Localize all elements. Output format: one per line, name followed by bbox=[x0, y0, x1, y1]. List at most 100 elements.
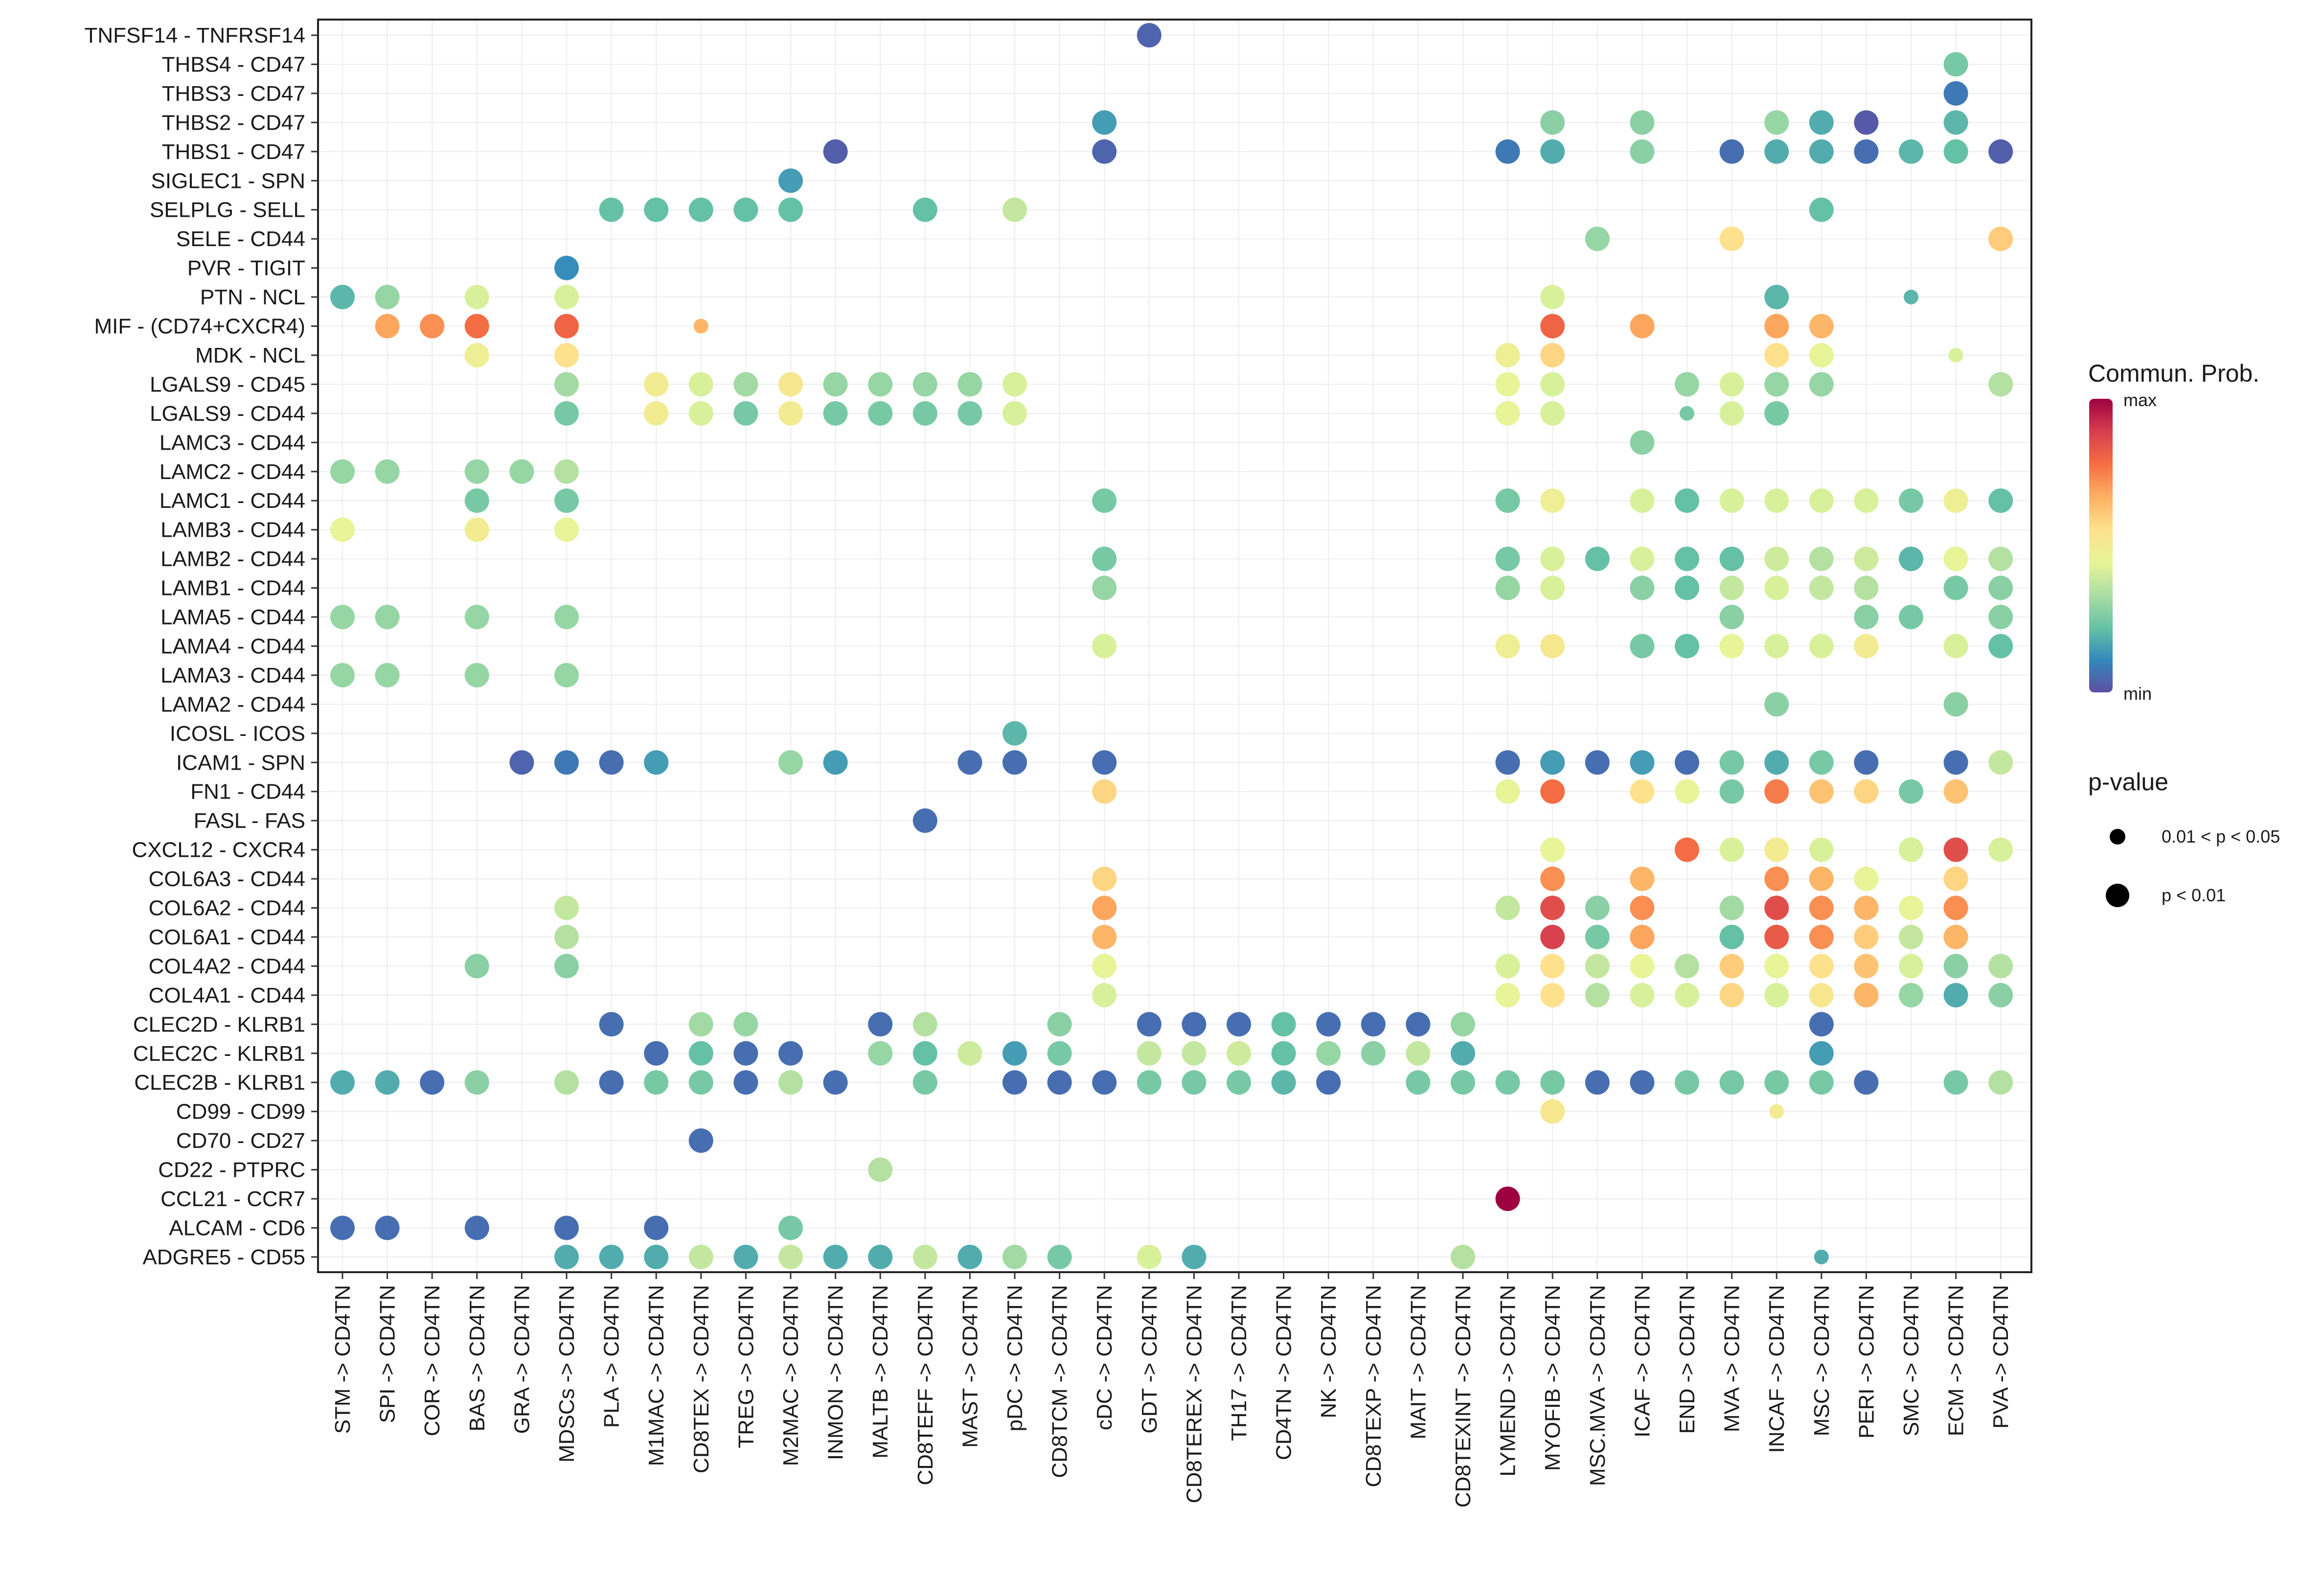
data-point bbox=[1988, 372, 2013, 397]
data-point bbox=[1719, 837, 1744, 862]
data-point bbox=[1540, 750, 1565, 775]
data-point bbox=[1764, 372, 1789, 397]
data-point bbox=[1809, 779, 1834, 804]
data-point bbox=[1988, 634, 2013, 659]
data-point bbox=[1899, 924, 1923, 949]
x-tick-label: INCAF -> CD4TN bbox=[1765, 1285, 1789, 1453]
data-point bbox=[1719, 750, 1744, 775]
y-tick-label: MIF - (CD74+CXCR4) bbox=[94, 315, 306, 339]
data-point bbox=[1943, 837, 1968, 862]
data-point bbox=[733, 1070, 758, 1095]
data-point bbox=[1540, 983, 1565, 1007]
data-point bbox=[1854, 924, 1879, 949]
data-point bbox=[464, 285, 489, 310]
data-point bbox=[599, 1012, 624, 1037]
data-point bbox=[688, 1128, 713, 1153]
data-point bbox=[1809, 343, 1834, 367]
y-tick-label: SIGLEC1 - SPN bbox=[151, 169, 305, 193]
data-point bbox=[1764, 779, 1789, 804]
data-point bbox=[330, 517, 355, 542]
data-point bbox=[1809, 547, 1834, 572]
data-point bbox=[1764, 750, 1789, 775]
y-tick-label: SELPLG - SELL bbox=[150, 198, 305, 222]
data-point bbox=[1943, 954, 1968, 979]
data-point bbox=[1495, 488, 1520, 513]
data-point bbox=[1809, 837, 1834, 862]
data-point bbox=[554, 1070, 579, 1095]
data-point bbox=[1495, 547, 1520, 572]
y-tick-label: TNFSF14 - TNFRSF14 bbox=[85, 23, 305, 47]
data-point bbox=[644, 401, 669, 426]
data-point bbox=[1809, 1012, 1834, 1037]
data-point bbox=[733, 372, 758, 397]
data-point bbox=[1003, 401, 1027, 426]
data-point bbox=[1719, 634, 1744, 659]
data-point bbox=[1137, 1012, 1162, 1037]
y-tick-label: COL4A2 - CD44 bbox=[149, 954, 305, 978]
data-point bbox=[464, 1070, 489, 1095]
data-point bbox=[1943, 924, 1968, 949]
data-point bbox=[1585, 924, 1610, 949]
data-point bbox=[1137, 1244, 1162, 1269]
data-point bbox=[1899, 488, 1923, 513]
data-point bbox=[644, 1041, 669, 1066]
data-point bbox=[1764, 285, 1789, 310]
data-point bbox=[1809, 575, 1834, 600]
x-tick-label: COR -> CD4TN bbox=[420, 1285, 444, 1436]
data-point bbox=[554, 314, 579, 339]
data-point bbox=[644, 372, 669, 397]
data-point bbox=[688, 372, 713, 397]
data-point bbox=[778, 197, 803, 222]
data-point bbox=[1719, 488, 1744, 513]
data-point bbox=[1854, 750, 1879, 775]
x-tick-label: PVA -> CD4TN bbox=[1989, 1285, 2013, 1429]
x-tick-label: MAIT -> CD4TN bbox=[1406, 1285, 1430, 1440]
data-point bbox=[1943, 547, 1968, 572]
data-point bbox=[420, 1070, 445, 1095]
y-tick-label: LAMB3 - CD44 bbox=[160, 518, 305, 542]
data-point bbox=[733, 197, 758, 222]
data-point bbox=[1719, 227, 1744, 252]
data-point bbox=[868, 1041, 893, 1066]
data-point bbox=[1540, 372, 1565, 397]
x-tick-label: PLA -> CD4TN bbox=[600, 1285, 624, 1428]
x-tick-label: MYOFIB -> CD4TN bbox=[1541, 1285, 1565, 1471]
data-point bbox=[1809, 895, 1834, 920]
data-point bbox=[1675, 575, 1699, 600]
data-point bbox=[1854, 605, 1879, 629]
x-tick-label: M2MAC -> CD4TN bbox=[779, 1285, 803, 1466]
data-point bbox=[554, 255, 579, 280]
data-point bbox=[1988, 837, 2013, 862]
data-point bbox=[1809, 983, 1834, 1007]
y-tick-label: ALCAM - CD6 bbox=[169, 1216, 305, 1240]
x-tick-label: MVA -> CD4TN bbox=[1720, 1285, 1744, 1432]
data-point bbox=[1630, 750, 1655, 775]
data-point bbox=[1495, 1070, 1520, 1095]
data-point bbox=[1540, 575, 1565, 600]
x-tick-label: MAST -> CD4TN bbox=[958, 1285, 982, 1448]
data-point bbox=[1943, 110, 1968, 135]
data-point bbox=[1854, 547, 1879, 572]
data-point bbox=[957, 1041, 982, 1066]
data-point bbox=[1904, 290, 1918, 305]
y-tick-label: LGALS9 - CD45 bbox=[150, 372, 305, 396]
data-point bbox=[1988, 139, 2013, 164]
data-point bbox=[1540, 837, 1565, 862]
data-point bbox=[1675, 837, 1699, 862]
data-point bbox=[1680, 406, 1694, 421]
data-point bbox=[733, 401, 758, 426]
data-point bbox=[1943, 488, 1968, 513]
data-point bbox=[330, 605, 355, 629]
y-tick-label: CLEC2B - KLRB1 bbox=[134, 1071, 305, 1095]
data-point bbox=[1227, 1041, 1251, 1066]
data-point bbox=[1943, 575, 1968, 600]
data-point bbox=[1899, 895, 1923, 920]
y-tick-label: CXCL12 - CXCR4 bbox=[132, 838, 305, 862]
data-point bbox=[1943, 895, 1968, 920]
data-point bbox=[778, 1215, 803, 1240]
data-point bbox=[1764, 139, 1789, 164]
data-point bbox=[1227, 1070, 1251, 1095]
data-point bbox=[1092, 1070, 1117, 1095]
x-tick-label: CD8TEXINT -> CD4TN bbox=[1451, 1285, 1475, 1508]
data-point bbox=[1406, 1041, 1431, 1066]
